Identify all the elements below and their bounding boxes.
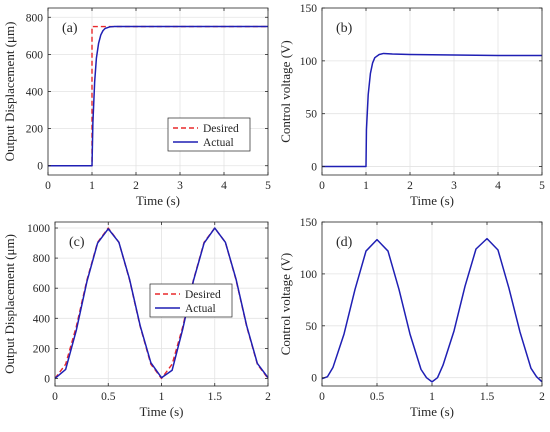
y-tick-label: 200 [26, 124, 44, 136]
legend-box [149, 283, 233, 318]
y-tick-label: 0 [37, 161, 43, 173]
x-tick-label: 3 [177, 180, 183, 192]
x-axis-label: Time (s) [410, 193, 454, 208]
x-tick-label: 4 [495, 180, 501, 192]
x-tick-label: 0 [319, 391, 325, 403]
y-tick-label: 1000 [27, 223, 50, 235]
x-axis-label: Time (s) [136, 193, 180, 208]
x-axis-label: Time (s) [410, 404, 454, 419]
series-line-voltage [321, 237, 543, 383]
x-tick-label: 2 [133, 180, 139, 192]
legend: Desired Actual [167, 117, 251, 152]
y-tick-label: 100 [300, 269, 318, 281]
y-tick-label: 200 [33, 343, 51, 355]
x-tick-label: 5 [265, 180, 271, 192]
legend-label: Actual [185, 303, 216, 315]
x-tick-label: 1 [363, 180, 369, 192]
x-tick-label: 3 [451, 180, 457, 192]
x-tick-label: 4 [221, 180, 227, 192]
panel-tag: (d) [336, 235, 353, 250]
y-tick-label: 0 [311, 162, 317, 174]
panel-d: 0 0.5 1 1.5 2 0 50 100 150 Time (s) Control voltag… [278, 217, 545, 419]
x-axis-label: Time (s) [140, 404, 184, 419]
axes-frame [321, 7, 543, 176]
x-tick-label: 0 [319, 180, 325, 192]
y-tick-label: 600 [33, 283, 51, 295]
series-line-actual [48, 25, 268, 167]
legend-label: Desired [185, 289, 221, 301]
y-tick-label: 0 [44, 373, 50, 385]
y-axis-label: Control voltage (V) [278, 253, 293, 356]
x-tick-label: 1 [89, 180, 95, 192]
x-tick-label: 1.5 [480, 391, 495, 403]
x-tick-label: 5 [539, 180, 545, 192]
x-tick-label: 1.5 [208, 391, 223, 403]
y-tick-label: 100 [300, 56, 318, 68]
plot-area [322, 8, 542, 175]
legend-box [167, 117, 251, 152]
x-tick-label: 0 [52, 391, 58, 403]
x-tick-label: 0.5 [101, 391, 116, 403]
series-line-voltage [322, 52, 542, 168]
y-tick-label: 150 [300, 3, 318, 15]
y-tick-label: 50 [306, 109, 318, 121]
legend: Desired Actual [149, 283, 233, 318]
y-tick-label: 800 [26, 12, 44, 24]
y-axis-label: Output Displacement (μm) [2, 22, 17, 162]
y-tick-label: 400 [33, 313, 51, 325]
x-tick-label: 1 [429, 391, 435, 403]
y-tick-label: 150 [300, 217, 318, 229]
panel-tag: (b) [336, 21, 353, 36]
y-tick-label: 50 [306, 321, 318, 333]
legend-label: Actual [203, 137, 234, 149]
panel-c: 0 0.5 1 1.5 2 0 200 400 600 800 1000 Time (s) Output… [2, 221, 271, 419]
y-axis-label: Control voltage (V) [278, 40, 293, 143]
series-line-desired [48, 25, 268, 167]
panel-a: 0 1 2 3 4 5 0 200 400 600 800 Time (s) Output Displa… [2, 7, 271, 208]
x-tick-label: 2 [265, 391, 271, 403]
y-tick-label: 400 [26, 87, 44, 99]
x-tick-label: 2 [539, 391, 545, 403]
y-axis-label: Output Displacement (μm) [2, 234, 17, 374]
x-tick-label: 0 [45, 180, 51, 192]
y-tick-label: 800 [33, 253, 51, 265]
panel-tag: (a) [62, 21, 78, 36]
y-tick-label: 600 [26, 49, 44, 61]
x-tick-label: 2 [407, 180, 413, 192]
y-tick-label: 0 [311, 373, 317, 385]
panel-tag: (c) [69, 235, 85, 250]
x-tick-label: 0.5 [370, 391, 385, 403]
series-line-actual [54, 227, 269, 380]
legend-label: Desired [203, 123, 239, 135]
x-tick-label: 1 [159, 391, 165, 403]
